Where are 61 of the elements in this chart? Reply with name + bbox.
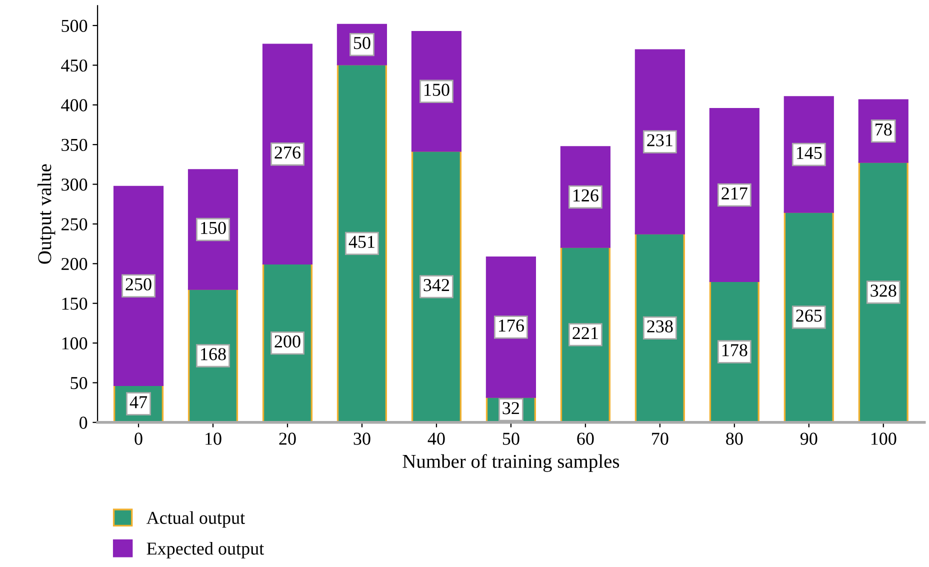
x-tick-label: 0 (134, 432, 142, 445)
bar (262, 44, 313, 264)
x-tick-label: 100 (871, 432, 896, 445)
data-label: 451 (348, 236, 374, 248)
x-tick-label: 60 (577, 432, 594, 445)
data-label: 50 (354, 36, 370, 50)
data-label: 231 (647, 134, 672, 146)
x-tick-label: 80 (726, 432, 743, 445)
data-label: 145 (796, 146, 822, 160)
x-tick-label: 20 (279, 432, 296, 445)
data-label: 238 (647, 320, 673, 332)
bar (634, 232, 685, 422)
data-label: 168 (201, 348, 226, 360)
bar (634, 49, 685, 234)
legend-label: Actual output (146, 511, 245, 528)
y-tick-label: 250 (62, 218, 88, 230)
bar (784, 211, 834, 422)
x-tick-label: 40 (428, 432, 445, 445)
bar (113, 186, 164, 386)
bar (709, 280, 760, 422)
data-label: 176 (498, 320, 524, 332)
bar (262, 262, 313, 422)
y-tick-label: 200 (62, 258, 88, 270)
data-label: 217 (722, 187, 748, 200)
y-tick-label: 50 (70, 376, 88, 390)
y-tick-label: 400 (61, 99, 88, 112)
y-tick-label: 150 (62, 298, 88, 310)
bar (709, 108, 760, 282)
bar (858, 161, 908, 422)
x-tick-label: 30 (354, 432, 370, 445)
y-axis-title: Output value (38, 164, 56, 264)
y-tick-label: 300 (62, 178, 88, 191)
y-tick-label: 0 (79, 416, 88, 429)
bar (486, 256, 536, 398)
y-tick-label: 350 (62, 138, 88, 152)
data-label: 150 (201, 222, 226, 234)
x-tick-label: 50 (502, 432, 520, 445)
data-label: 32 (502, 402, 519, 414)
data-label: 200 (274, 335, 300, 348)
bar (560, 246, 610, 422)
data-label: 342 (424, 279, 450, 292)
x-tick-label: 70 (652, 432, 668, 445)
y-tick-label: 100 (62, 337, 88, 350)
bar (336, 64, 388, 422)
data-label: 265 (796, 310, 822, 322)
data-label: 126 (573, 189, 598, 202)
data-label: 178 (722, 344, 748, 356)
data-label: 150 (424, 84, 450, 96)
data-label: 78 (876, 123, 892, 136)
bar (411, 150, 462, 422)
data-label: 47 (130, 396, 148, 408)
data-label: 221 (572, 327, 598, 340)
data-label: 328 (870, 284, 896, 297)
legend-label: Expected output (146, 542, 264, 558)
x-axis-title: Number of training samples (402, 454, 620, 472)
y-tick-label: 500 (62, 20, 88, 32)
y-tick-label: 450 (61, 59, 88, 72)
x-tick-label: 90 (800, 432, 818, 445)
data-label: 276 (274, 146, 300, 159)
x-tick-label: 10 (206, 432, 222, 445)
data-label: 250 (126, 278, 152, 290)
